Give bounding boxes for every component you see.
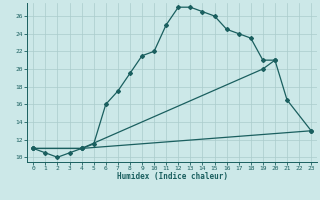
X-axis label: Humidex (Indice chaleur): Humidex (Indice chaleur) [117,172,228,181]
